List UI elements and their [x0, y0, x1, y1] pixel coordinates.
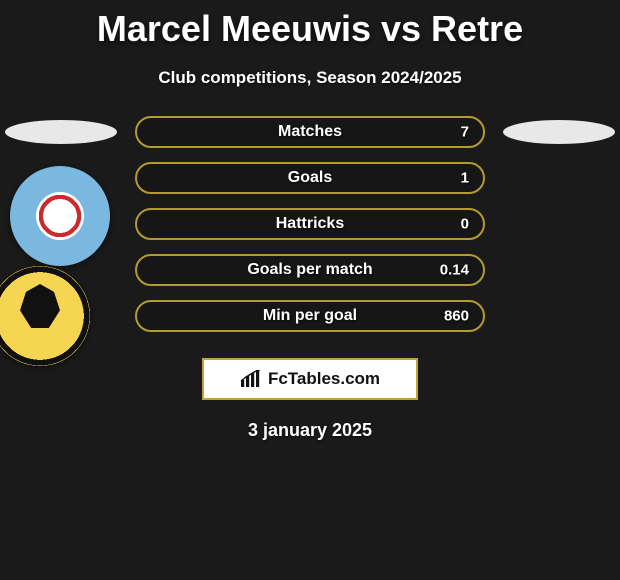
stat-row-goals-per-match: Goals per match 0.14	[135, 254, 485, 286]
stat-label: Hattricks	[276, 215, 344, 233]
subtitle: Club competitions, Season 2024/2025	[0, 68, 620, 88]
barchart-icon	[240, 370, 262, 388]
comparison-card: Marcel Meeuwis vs Retre Club competition…	[0, 0, 620, 580]
player-left-ellipse	[5, 120, 117, 144]
stat-row-min-per-goal: Min per goal 860	[135, 300, 485, 332]
stat-value-right: 0	[461, 216, 469, 233]
stat-value-right: 0.14	[440, 262, 469, 279]
club-badge-left	[10, 166, 110, 266]
page-title: Marcel Meeuwis vs Retre	[0, 0, 620, 50]
date-text: 3 january 2025	[0, 420, 620, 441]
club-badge-right	[0, 266, 90, 366]
stat-row-hattricks: Hattricks 0	[135, 208, 485, 240]
stat-label: Goals per match	[247, 261, 372, 279]
stat-value-right: 860	[444, 308, 469, 325]
stat-label: Min per goal	[263, 307, 357, 325]
stat-row-goals: Goals 1	[135, 162, 485, 194]
player-right-ellipse	[503, 120, 615, 144]
branding-box: FcTables.com	[202, 358, 418, 400]
stats-area: Matches 7 Goals 1 Hattricks 0 Goals per …	[0, 116, 620, 346]
stat-label: Matches	[278, 123, 342, 141]
stat-column: Matches 7 Goals 1 Hattricks 0 Goals per …	[135, 116, 485, 346]
branding-text: FcTables.com	[268, 369, 380, 389]
stat-value-right: 1	[461, 170, 469, 187]
stat-row-matches: Matches 7	[135, 116, 485, 148]
stat-label: Goals	[288, 169, 332, 187]
stat-value-right: 7	[461, 124, 469, 141]
